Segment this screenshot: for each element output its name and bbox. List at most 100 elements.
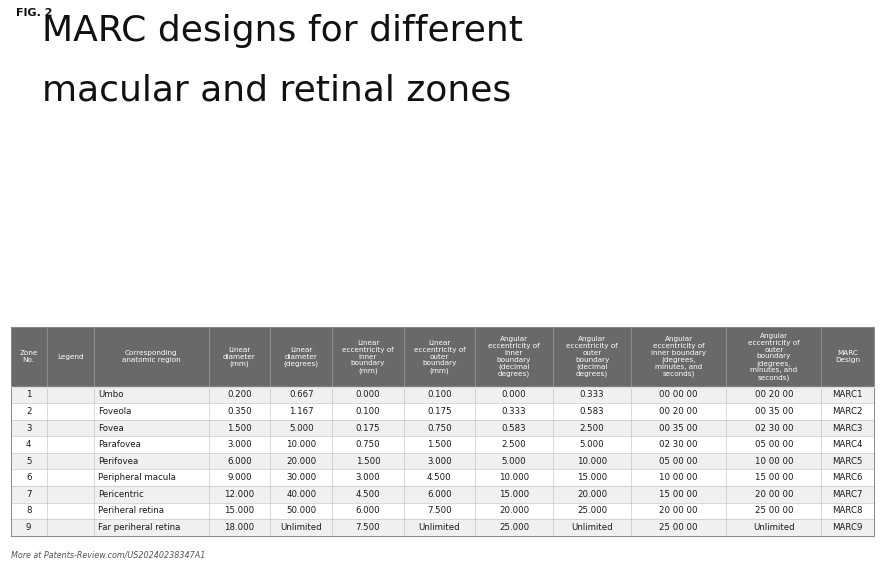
Circle shape xyxy=(55,390,85,400)
Text: 4: 4 xyxy=(26,440,32,449)
Text: 0.000: 0.000 xyxy=(356,390,380,399)
Text: MARC6: MARC6 xyxy=(832,473,863,482)
Circle shape xyxy=(52,471,90,484)
Text: Unlimited: Unlimited xyxy=(281,523,322,532)
Text: 3: 3 xyxy=(26,424,32,433)
Text: 3.000: 3.000 xyxy=(227,440,252,449)
Text: Perifovea: Perifovea xyxy=(98,457,138,466)
Circle shape xyxy=(62,409,78,414)
Text: 05 00 00: 05 00 00 xyxy=(755,440,793,449)
Text: 15.000: 15.000 xyxy=(499,490,529,499)
Text: 1.500: 1.500 xyxy=(356,457,380,466)
Circle shape xyxy=(57,440,84,450)
Text: Angular
eccentricity of
inner
boundary
(decimal
degrees): Angular eccentricity of inner boundary (… xyxy=(488,337,539,377)
Text: 0.583: 0.583 xyxy=(502,424,526,433)
Text: 20.000: 20.000 xyxy=(286,457,317,466)
Circle shape xyxy=(59,474,82,482)
Circle shape xyxy=(66,410,76,413)
Text: 5.000: 5.000 xyxy=(580,440,605,449)
Text: 00 00 00: 00 00 00 xyxy=(659,390,698,399)
Text: 7: 7 xyxy=(26,490,32,499)
Text: 0.200: 0.200 xyxy=(227,390,252,399)
Text: MARC3: MARC3 xyxy=(832,424,863,433)
Text: 4.500: 4.500 xyxy=(427,473,451,482)
Text: MARC8: MARC8 xyxy=(832,506,863,515)
Text: Legend: Legend xyxy=(57,354,84,360)
Text: Linear
eccentricity of
outer
boundary
(mm): Linear eccentricity of outer boundary (m… xyxy=(414,340,466,373)
Text: 25 00 00: 25 00 00 xyxy=(755,506,793,515)
Text: MARC
Design: MARC Design xyxy=(835,350,860,363)
Text: 00 35 00: 00 35 00 xyxy=(659,424,698,433)
Text: 8: 8 xyxy=(26,506,32,515)
Circle shape xyxy=(62,475,78,481)
Text: Periheral retina: Periheral retina xyxy=(98,506,164,515)
Text: 0.000: 0.000 xyxy=(502,390,526,399)
Text: 00 20 00: 00 20 00 xyxy=(659,407,698,416)
Text: 0.175: 0.175 xyxy=(427,407,451,416)
Text: MARC5: MARC5 xyxy=(832,457,863,466)
Circle shape xyxy=(55,456,85,466)
Text: 30.000: 30.000 xyxy=(286,473,317,482)
Text: 5: 5 xyxy=(26,457,32,466)
Text: 5.000: 5.000 xyxy=(502,457,526,466)
Text: 15 00 00: 15 00 00 xyxy=(755,473,793,482)
Text: 0.750: 0.750 xyxy=(427,424,451,433)
Text: 10.000: 10.000 xyxy=(577,457,607,466)
Text: 7.500: 7.500 xyxy=(427,506,451,515)
Text: 40.000: 40.000 xyxy=(286,490,317,499)
Circle shape xyxy=(66,526,76,529)
Text: 10 00 00: 10 00 00 xyxy=(755,457,793,466)
Text: 6.000: 6.000 xyxy=(227,457,252,466)
Text: 0.583: 0.583 xyxy=(580,407,605,416)
Text: 02 30 00: 02 30 00 xyxy=(659,440,698,449)
Text: 0.750: 0.750 xyxy=(356,440,380,449)
Text: 0.100: 0.100 xyxy=(427,390,451,399)
Text: 20 00 00: 20 00 00 xyxy=(659,506,698,515)
Text: MARC1: MARC1 xyxy=(832,390,863,399)
Circle shape xyxy=(55,489,85,500)
Text: MARC9: MARC9 xyxy=(832,523,863,532)
Text: MARC designs for different: MARC designs for different xyxy=(42,14,524,48)
Text: Zone
No.: Zone No. xyxy=(19,350,38,363)
Text: macular and retinal zones: macular and retinal zones xyxy=(42,73,511,107)
Text: Umbo: Umbo xyxy=(98,390,123,399)
Text: Corresponding
anatomic region: Corresponding anatomic region xyxy=(122,350,180,363)
Circle shape xyxy=(55,406,85,417)
Text: 0.333: 0.333 xyxy=(502,407,526,416)
Text: Foveola: Foveola xyxy=(98,407,131,416)
Text: 00 35 00: 00 35 00 xyxy=(755,407,793,416)
Text: 10.000: 10.000 xyxy=(286,440,317,449)
Text: 20.000: 20.000 xyxy=(577,490,607,499)
Text: Unlimited: Unlimited xyxy=(571,523,613,532)
Text: MARC2: MARC2 xyxy=(832,407,863,416)
Circle shape xyxy=(59,523,82,531)
Text: Far periheral retina: Far periheral retina xyxy=(98,523,180,532)
Circle shape xyxy=(57,424,84,433)
Text: Angular
eccentricity of
outer
boundary
(degrees,
minutes, and
seconds): Angular eccentricity of outer boundary (… xyxy=(748,333,800,381)
Text: FIG. 2: FIG. 2 xyxy=(16,8,52,19)
Text: 1: 1 xyxy=(26,390,32,399)
Text: 2: 2 xyxy=(26,407,32,416)
Text: 15.000: 15.000 xyxy=(224,506,254,515)
Text: 7.500: 7.500 xyxy=(356,523,380,532)
Text: 20 00 00: 20 00 00 xyxy=(755,490,793,499)
Text: 6.000: 6.000 xyxy=(427,490,451,499)
Text: 00 20 00: 00 20 00 xyxy=(755,390,793,399)
Text: Angular
eccentricity of
outer
boundary
(decimal
degrees): Angular eccentricity of outer boundary (… xyxy=(567,337,618,377)
Text: Linear
diameter
(mm): Linear diameter (mm) xyxy=(223,347,256,367)
Text: 4.500: 4.500 xyxy=(356,490,380,499)
Text: 1.500: 1.500 xyxy=(427,440,451,449)
Text: Unlimited: Unlimited xyxy=(753,523,795,532)
Circle shape xyxy=(52,405,90,418)
Circle shape xyxy=(56,506,84,516)
Text: Angular
eccentricity of
inner boundary
(degrees,
minutes, and
seconds): Angular eccentricity of inner boundary (… xyxy=(651,337,707,377)
Text: MARC7: MARC7 xyxy=(832,490,863,499)
Text: 5.000: 5.000 xyxy=(289,424,313,433)
Text: 6.000: 6.000 xyxy=(356,506,380,515)
Text: 9: 9 xyxy=(26,523,32,532)
Circle shape xyxy=(62,525,78,530)
Text: 25 00 00: 25 00 00 xyxy=(659,523,698,532)
Text: 10 00 00: 10 00 00 xyxy=(659,473,698,482)
Text: 12.000: 12.000 xyxy=(224,490,254,499)
Text: 9.000: 9.000 xyxy=(227,473,252,482)
